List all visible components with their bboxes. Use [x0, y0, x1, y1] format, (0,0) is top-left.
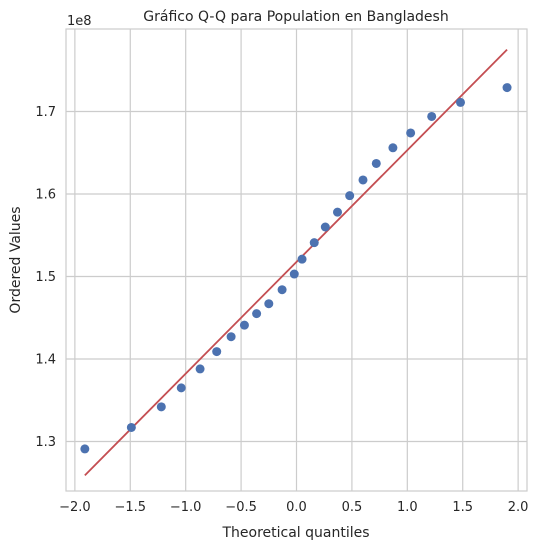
x-tick-label: −1.5 — [114, 500, 146, 515]
x-tick-label: 0.5 — [342, 500, 363, 515]
x-tick-labels: −2.0 −1.5 −1.0 −0.5 0.0 0.5 1.0 1.5 2.0 — [59, 500, 528, 515]
data-point — [358, 175, 368, 185]
data-point — [309, 238, 319, 248]
data-point — [406, 128, 416, 138]
x-tick-label: −2.0 — [59, 500, 91, 515]
reference-line — [84, 48, 508, 476]
data-point — [289, 269, 299, 279]
chart-title: Gráfico Q-Q para Population en Banglades… — [143, 9, 448, 25]
y-offset-label: 1e8 — [67, 14, 92, 29]
plot-frame — [65, 28, 528, 492]
x-tick-label: 1.0 — [397, 500, 418, 515]
data-point — [176, 383, 186, 393]
y-tick-label: 1.7 — [35, 105, 56, 120]
data-point — [80, 444, 90, 454]
y-tick-label: 1.4 — [35, 353, 56, 368]
data-point — [456, 97, 466, 107]
y-tick-label: 1.6 — [35, 188, 56, 203]
x-tick-label: 1.5 — [452, 500, 473, 515]
data-point — [371, 158, 381, 168]
data-point — [502, 83, 512, 93]
x-tick-label: 2.0 — [508, 500, 529, 515]
data-point — [427, 111, 437, 121]
y-tick-labels: 1.3 1.4 1.5 1.6 1.7 — [35, 105, 56, 450]
data-point — [239, 320, 249, 330]
x-tick-label: 0.0 — [286, 500, 307, 515]
data-point — [333, 207, 343, 217]
data-point — [195, 364, 205, 374]
y-tick-label: 1.3 — [35, 435, 56, 450]
x-tick-label: −0.5 — [225, 500, 257, 515]
plot-marks — [80, 48, 512, 476]
data-point — [320, 222, 330, 232]
data-point — [252, 309, 262, 319]
x-axis-label: Theoretical quantiles — [221, 525, 369, 541]
x-tick-label: −1.0 — [170, 500, 202, 515]
data-point — [388, 143, 398, 153]
data-point — [297, 254, 307, 264]
data-point — [156, 402, 166, 412]
grid — [66, 29, 527, 491]
data-point — [212, 347, 222, 357]
data-point — [264, 299, 274, 309]
y-tick-label: 1.5 — [35, 270, 56, 285]
data-point — [226, 332, 236, 342]
data-point — [126, 422, 136, 432]
data-point — [277, 285, 287, 295]
data-point — [345, 191, 355, 201]
y-axis-label: Ordered Values — [8, 206, 24, 313]
